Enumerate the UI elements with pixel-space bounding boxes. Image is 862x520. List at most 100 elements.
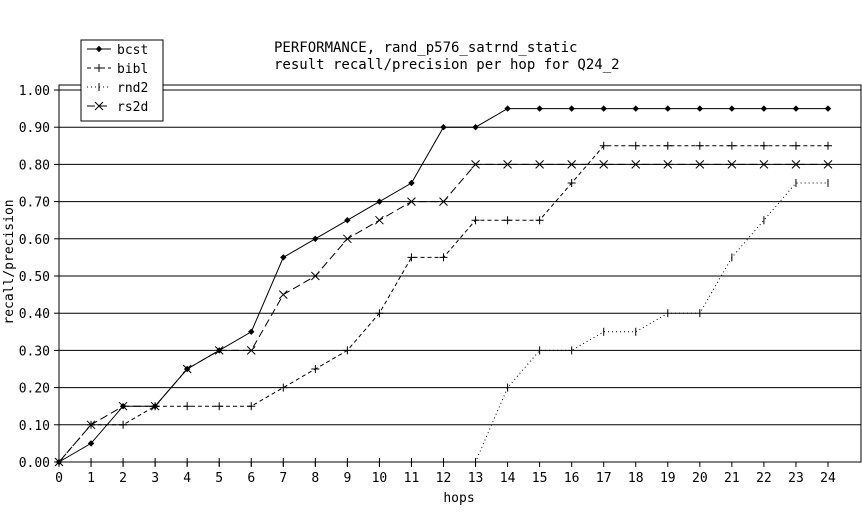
data-point bbox=[663, 141, 672, 150]
data-point bbox=[536, 105, 543, 112]
data-point bbox=[94, 101, 104, 111]
x-tick-label: 12 bbox=[436, 471, 452, 486]
data-point bbox=[503, 160, 512, 169]
legend-item: rnd2 bbox=[87, 81, 148, 96]
data-point bbox=[95, 45, 103, 53]
y-tick-label: 1.00 bbox=[19, 84, 50, 99]
data-point bbox=[280, 254, 287, 261]
data-point bbox=[440, 123, 447, 131]
data-point bbox=[631, 141, 640, 150]
axes: 0.00 0.10 0.20 0.30 0.40 0.50 0.60 0.70 0.80 0.90… bbox=[19, 84, 836, 486]
data-point bbox=[664, 105, 671, 112]
y-tick-label: 0.70 bbox=[19, 196, 50, 211]
data-point bbox=[727, 160, 737, 169]
data-point bbox=[504, 105, 511, 112]
legend-label: bcst bbox=[117, 43, 148, 58]
x-tick-label: 13 bbox=[468, 471, 484, 486]
data-point bbox=[567, 179, 576, 187]
data-point bbox=[695, 160, 705, 169]
data-point bbox=[791, 141, 800, 150]
y-tick-label: 0.80 bbox=[19, 158, 50, 173]
data-point bbox=[248, 328, 255, 336]
data-point bbox=[95, 64, 103, 72]
x-tick-label: 20 bbox=[692, 471, 708, 486]
data-point bbox=[824, 105, 832, 112]
data-point bbox=[311, 365, 320, 373]
series-line bbox=[58, 145, 828, 463]
data-point bbox=[663, 160, 673, 169]
series bbox=[54, 105, 833, 467]
data-point bbox=[119, 420, 128, 429]
series-rs2d bbox=[54, 160, 833, 467]
data-point bbox=[631, 160, 641, 169]
x-tick-label: 4 bbox=[183, 471, 191, 486]
data-point bbox=[439, 197, 448, 206]
data-point bbox=[632, 105, 639, 112]
x-tick-label: 0 bbox=[55, 471, 63, 486]
legend-label: rs2d bbox=[117, 100, 148, 115]
data-point bbox=[760, 105, 768, 112]
series-line bbox=[58, 108, 828, 463]
series-line bbox=[59, 182, 828, 463]
data-point bbox=[471, 216, 480, 225]
series-bibl bbox=[55, 141, 832, 466]
x-tick-label: 10 bbox=[372, 471, 388, 486]
data-point bbox=[727, 141, 736, 150]
x-tick-label: 14 bbox=[500, 471, 516, 486]
data-point bbox=[599, 141, 608, 150]
y-tick-label: 0.50 bbox=[19, 270, 50, 285]
x-tick-label: 1 bbox=[87, 471, 95, 486]
data-point bbox=[439, 253, 448, 262]
data-point bbox=[792, 105, 800, 112]
data-point bbox=[310, 271, 320, 281]
data-point bbox=[535, 160, 544, 169]
data-point bbox=[214, 346, 224, 355]
chart-title: PERFORMANCE, rand_p576_satrnd_static bbox=[274, 40, 577, 56]
data-point bbox=[471, 160, 480, 169]
gridlines bbox=[59, 89, 861, 426]
data-point bbox=[150, 401, 160, 411]
data-point bbox=[278, 290, 288, 299]
data-point bbox=[312, 235, 319, 243]
x-tick-label: 18 bbox=[628, 471, 644, 486]
y-tick-label: 0.60 bbox=[19, 233, 50, 248]
chart-subtitle: result recall/precision per hop for Q24_… bbox=[274, 57, 620, 73]
data-point bbox=[246, 346, 256, 355]
legend-box bbox=[80, 39, 164, 122]
data-point bbox=[279, 383, 288, 392]
x-tick-label: 2 bbox=[119, 471, 127, 486]
data-point bbox=[215, 402, 224, 411]
data-point bbox=[408, 179, 415, 187]
data-point bbox=[695, 141, 704, 150]
data-point bbox=[247, 402, 256, 411]
data-point bbox=[183, 402, 192, 411]
legend-label: rnd2 bbox=[117, 81, 148, 96]
data-point bbox=[600, 105, 607, 112]
x-tick-label: 22 bbox=[756, 471, 772, 486]
x-tick-label: 15 bbox=[532, 471, 548, 486]
data-point bbox=[87, 440, 95, 447]
data-point bbox=[759, 160, 769, 169]
x-tick-label: 8 bbox=[311, 471, 319, 486]
data-point bbox=[791, 160, 801, 169]
data-point bbox=[567, 160, 577, 169]
data-point bbox=[343, 346, 352, 355]
x-tick-label: 9 bbox=[343, 471, 351, 486]
data-point bbox=[759, 141, 768, 150]
x-tick-label: 16 bbox=[564, 471, 580, 486]
data-point bbox=[472, 123, 479, 131]
legend-label: bibl bbox=[117, 62, 148, 77]
legend-item: bibl bbox=[87, 62, 148, 77]
x-tick-label: 3 bbox=[151, 471, 159, 486]
data-point bbox=[54, 457, 64, 467]
y-tick-label: 0.20 bbox=[19, 382, 50, 397]
data-point bbox=[728, 105, 736, 112]
x-tick-label: 11 bbox=[404, 471, 420, 486]
data-point bbox=[696, 105, 704, 112]
legend-item: bcst bbox=[87, 43, 148, 58]
legend: bcst bibl rnd2 rs2d bbox=[80, 39, 164, 122]
series-rnd2 bbox=[58, 179, 829, 466]
y-tick-label: 0.10 bbox=[19, 419, 50, 434]
data-point bbox=[407, 253, 416, 262]
